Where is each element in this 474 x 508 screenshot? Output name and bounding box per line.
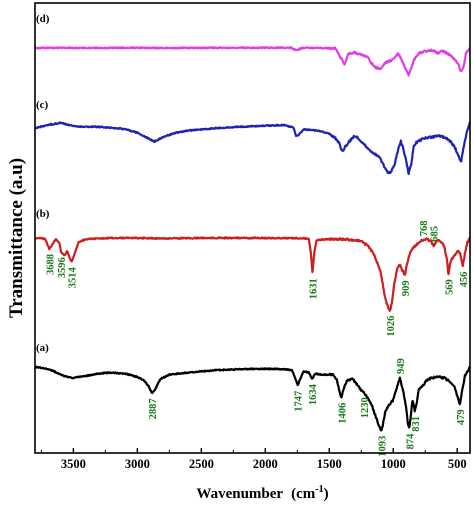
peak-label-b-1026: 1026: [386, 316, 397, 337]
peak-label-a-874: 874: [405, 433, 416, 450]
series-layer: [34, 46, 472, 432]
x-tick-label-500: 500: [448, 457, 467, 471]
panel-label-c: (c): [36, 99, 49, 111]
x-axis-label-unit-sup: -1: [315, 484, 323, 495]
panel-label-layer: (d) (c) (b) (a): [36, 13, 50, 354]
peak-label-a-831: 831: [411, 416, 422, 432]
peak-label-b-685: 685: [430, 226, 441, 242]
x-tick-layer: 3500 3000 2500 2000 1500 1000 500: [40, 448, 467, 471]
peak-label-a-949: 949: [396, 358, 407, 374]
series-line-d: [34, 46, 471, 77]
x-tick-label-3500: 3500: [61, 457, 86, 471]
peak-label-a-1230: 1230: [360, 397, 371, 418]
panel-label-d: (d): [36, 13, 50, 25]
peak-label-a-1406: 1406: [337, 403, 348, 424]
peak-label-a-1747: 1747: [294, 391, 305, 412]
x-tick-label-1000: 1000: [381, 457, 406, 471]
peak-label-b-456: 456: [459, 272, 470, 288]
x-tick-label-1500: 1500: [317, 457, 342, 471]
x-tick-label-3000: 3000: [125, 457, 150, 471]
x-axis-label-unit: (cm: [291, 486, 316, 502]
plot-frame: [34, 2, 471, 454]
peak-label-b-3688: 3688: [45, 254, 56, 275]
x-axis-label-name: Wavenumber: [196, 486, 283, 502]
peak-label-b-569: 569: [444, 279, 455, 295]
annotation-layer: 3688 3596 3514 1631 1026 909 768 685 569 456 2887 1…: [45, 220, 470, 457]
peak-label-a-1093: 1093: [377, 436, 388, 457]
peak-label-b-1631: 1631: [309, 278, 320, 299]
panel-label-b: (b): [36, 208, 50, 220]
series-line-c: [34, 121, 472, 176]
x-tick-label-2000: 2000: [253, 457, 278, 471]
panel-label-a: (a): [36, 342, 49, 354]
x-tick-label-2500: 2500: [189, 457, 214, 471]
peak-label-b-909: 909: [401, 280, 412, 296]
series-line-b: [34, 236, 472, 312]
peak-label-b-768: 768: [419, 220, 430, 236]
peak-label-a-1634: 1634: [308, 383, 319, 405]
peak-label-a-479: 479: [456, 409, 467, 425]
x-axis-label-unit-close: ): [324, 486, 329, 502]
series-line-a: [34, 365, 471, 432]
x-axis-label: Wavenumber (cm-1): [196, 484, 328, 502]
peak-label-b-3596: 3596: [57, 257, 68, 278]
y-axis-label: Transmittance (a.u): [6, 158, 27, 318]
peak-label-b-3514: 3514: [68, 266, 79, 288]
peak-label-a-2887: 2887: [148, 398, 159, 419]
